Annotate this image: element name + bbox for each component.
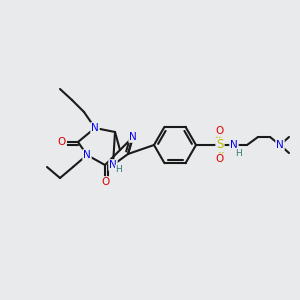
Text: N: N [276,140,284,150]
Text: O: O [216,126,224,136]
Text: S: S [216,139,224,152]
Text: N: N [83,150,91,160]
Text: O: O [216,154,224,164]
Text: N: N [91,123,99,133]
Text: H: H [116,166,122,175]
Text: O: O [101,177,109,187]
Text: H: H [236,148,242,158]
Text: N: N [129,132,137,142]
Text: O: O [58,137,66,147]
Text: N: N [109,160,117,170]
Text: N: N [230,140,238,150]
